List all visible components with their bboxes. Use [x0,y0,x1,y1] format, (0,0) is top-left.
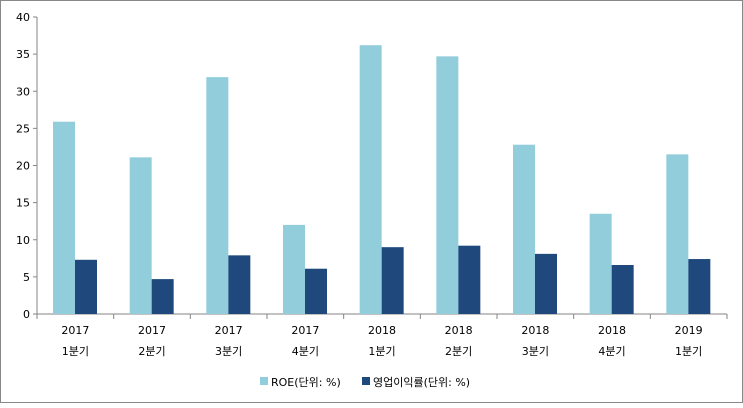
y-tick-label: 25 [16,122,30,135]
bar-operating-margin [611,264,634,314]
bar-operating-margin [535,253,557,314]
y-tick-label: 5 [23,271,30,284]
bar-roe [359,45,382,315]
x-tick-label-quarter: 3분기 [215,345,242,358]
x-tick-label-quarter: 1분기 [62,345,89,358]
bar-roe [129,157,152,314]
bar-operating-margin [75,259,97,314]
bar-roe [666,154,689,314]
bar-operating-margin [305,268,327,314]
bar-roe [53,121,75,314]
bar-roe [513,144,535,314]
bar-operating-margin [228,255,251,314]
x-tick-label-year: 2017 [138,324,166,337]
x-tick-label-quarter: 2분기 [138,345,165,358]
bar-roe [206,77,229,314]
y-tick-label: 0 [23,308,30,321]
x-tick-label-year: 2018 [521,324,549,337]
x-tick-label-quarter: 2분기 [445,345,472,358]
legend-label: ROE(단위: %) [271,376,341,389]
legend-label: 영업이익률(단위: %) [373,376,470,389]
bar-operating-margin [381,247,404,314]
y-tick-label: 40 [16,11,30,24]
x-tick-label-year: 2018 [598,324,626,337]
x-tick-label-quarter: 4분기 [598,345,625,358]
y-tick-label: 15 [16,197,30,210]
y-tick-label: 30 [16,85,30,98]
x-tick-label-year: 2017 [215,324,243,337]
bar-operating-margin [458,245,481,314]
x-tick-label-quarter: 4분기 [292,345,319,358]
bar-roe [283,224,305,314]
legend-swatch [362,377,370,385]
x-tick-label-quarter: 1분기 [368,345,395,358]
bar-roe [589,213,612,314]
legend-swatch [260,377,268,385]
x-tick-label-year: 2018 [368,324,396,337]
y-tick-label: 10 [16,234,30,247]
bar-roe [436,56,459,314]
x-tick-label-quarter: 1분기 [675,345,702,358]
x-tick-label-quarter: 3분기 [522,345,549,358]
x-tick-label-year: 2017 [61,324,89,337]
y-tick-label: 20 [16,160,30,173]
x-tick-label-year: 2019 [675,324,703,337]
x-tick-label-year: 2017 [291,324,319,337]
x-tick-label-year: 2018 [445,324,473,337]
y-tick-label: 35 [16,48,30,61]
bar-operating-margin [151,279,174,314]
bar-operating-margin [688,259,711,314]
